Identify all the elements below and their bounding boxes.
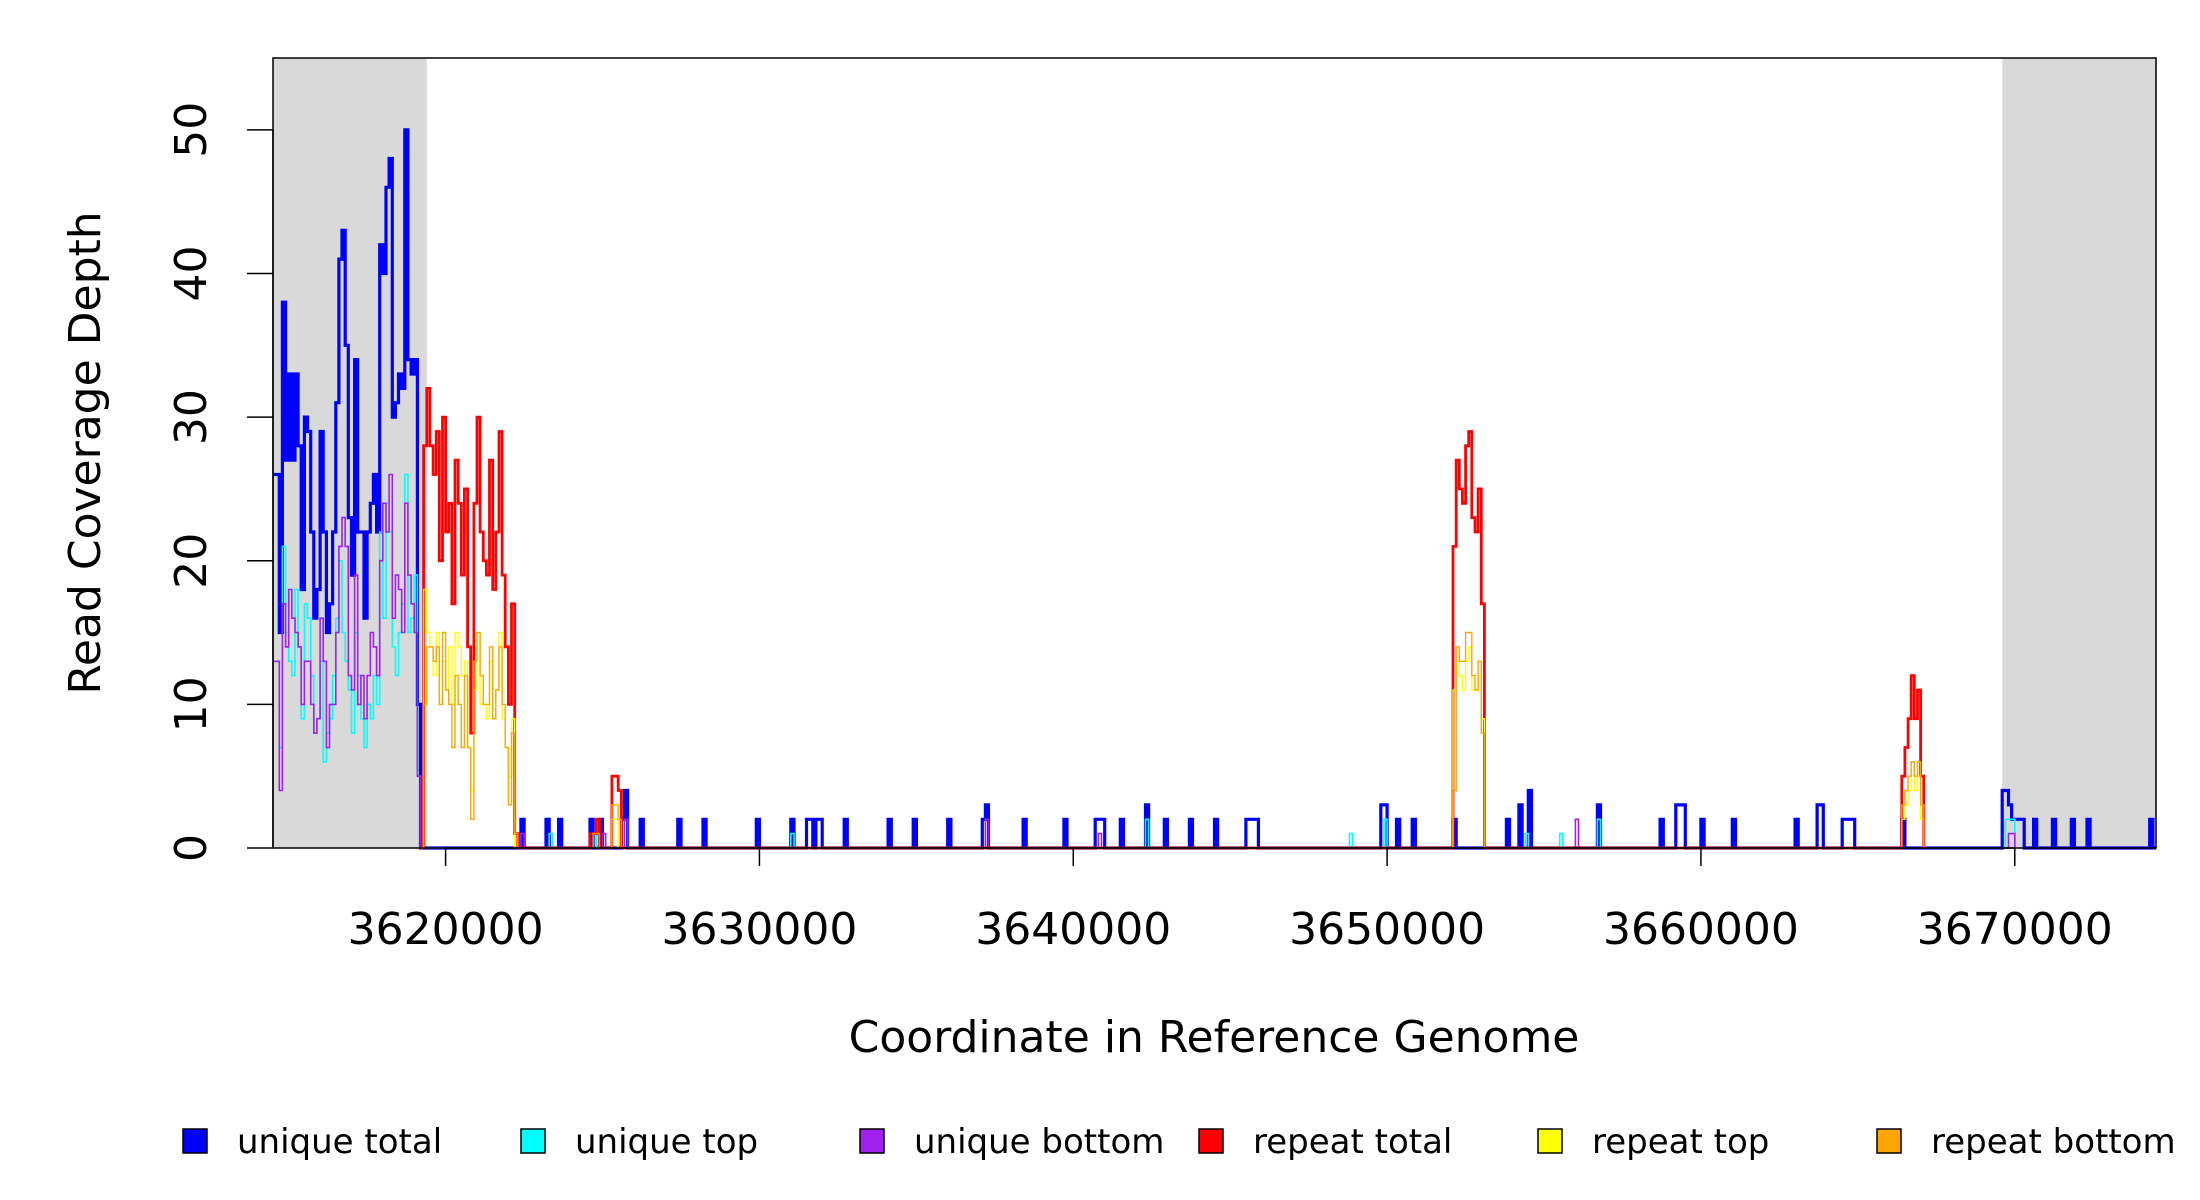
x-tick-label: 3620000 — [348, 904, 544, 955]
legend-item-unique-bottom: unique bottom — [859, 1122, 1164, 1162]
plot-frame — [272, 57, 2157, 849]
legend-item-unique-total: unique total — [182, 1122, 442, 1162]
legend-label: repeat bottom — [1931, 1122, 2176, 1162]
series-unique-total-line — [273, 128, 2156, 850]
y-axis-title: Read Coverage Depth — [60, 211, 111, 694]
legend-item-repeat-bottom: repeat bottom — [1876, 1122, 2176, 1162]
y-axis: 0 10 20 30 40 50 — [166, 102, 274, 862]
legend-label: repeat top — [1592, 1122, 1769, 1162]
legend-swatch — [1198, 1128, 1224, 1154]
legend-item-unique-top: unique top — [520, 1122, 758, 1162]
legend-label: unique top — [575, 1122, 758, 1162]
series-repeat-total-line — [420, 387, 1926, 850]
y-tick-label: 50 — [166, 102, 217, 158]
legend-swatch — [1876, 1128, 1902, 1154]
x-tick-label: 3640000 — [975, 904, 1171, 955]
series-repeat-bottom-line — [420, 631, 1925, 849]
legend: unique total unique top unique bottom repea… — [182, 1122, 2176, 1162]
series-repeat-top-line — [420, 588, 1925, 849]
legend-swatch — [859, 1128, 885, 1154]
series-unique-bottom-line — [273, 473, 2016, 849]
shaded-regions — [273, 58, 2156, 848]
x-axis: 3620000 3630000 3640000 3650000 3660000 36700… — [348, 847, 2113, 955]
legend-item-repeat-top: repeat top — [1537, 1122, 1769, 1162]
series-unique-top-line — [273, 473, 2016, 849]
x-tick-label: 3650000 — [1289, 904, 1485, 955]
x-tick-label: 3670000 — [1917, 904, 2113, 955]
legend-label: unique total — [237, 1122, 442, 1162]
y-tick-label: 30 — [166, 389, 217, 445]
y-tick-label: 10 — [166, 676, 217, 732]
legend-label: repeat total — [1253, 1122, 1452, 1162]
legend-item-repeat-total: repeat total — [1198, 1122, 1452, 1162]
legend-label: unique bottom — [914, 1122, 1164, 1162]
shaded-region-2 — [2002, 58, 2156, 848]
series-lines — [273, 128, 2156, 850]
y-tick-label: 20 — [166, 533, 217, 589]
legend-swatch — [520, 1128, 546, 1154]
legend-swatch — [182, 1128, 208, 1154]
legend-swatch — [1537, 1128, 1563, 1154]
x-tick-label: 3660000 — [1603, 904, 1799, 955]
y-tick-label: 40 — [166, 246, 217, 302]
x-tick-label: 3630000 — [661, 904, 857, 955]
y-tick-label: 0 — [166, 834, 217, 862]
x-axis-title: Coordinate in Reference Genome — [849, 1012, 1580, 1063]
